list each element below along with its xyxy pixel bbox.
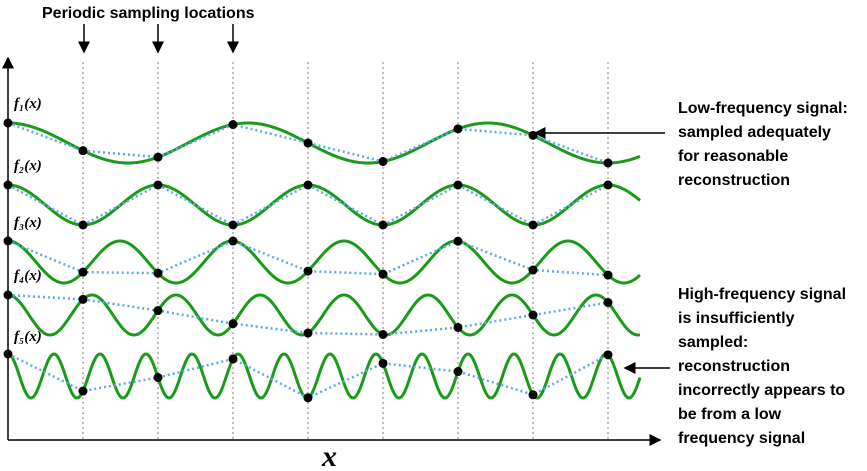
sample-point — [378, 329, 388, 339]
signal-curve — [7, 352, 642, 400]
sample-point — [78, 294, 88, 304]
sample-point — [603, 158, 613, 168]
sample-point — [453, 180, 463, 190]
reconstruction — [7, 239, 609, 277]
sample-point — [603, 270, 613, 280]
sample-point — [303, 138, 313, 148]
sample-point — [303, 328, 313, 338]
sample-point — [228, 354, 238, 364]
annotation-line: be from a low — [678, 406, 782, 423]
sample-point — [453, 236, 463, 246]
curves — [3, 118, 642, 403]
sample-point — [153, 268, 163, 278]
annotation-line: reconstruction — [678, 172, 790, 189]
sample-point — [153, 373, 163, 383]
sample-point — [3, 290, 13, 300]
sample-point — [3, 180, 13, 190]
annotation-line: Low-frequency signal: — [678, 100, 848, 117]
top-label: Periodic sampling locations — [42, 5, 255, 22]
sample-point — [78, 386, 88, 396]
sample-point — [453, 124, 463, 134]
curve-label: f₂(x) — [14, 158, 42, 174]
sample-point — [378, 269, 388, 279]
annotation-line: sampled: — [678, 334, 748, 351]
sample-point — [78, 267, 88, 277]
sample-point — [378, 220, 388, 230]
reconstruction — [7, 293, 609, 336]
sample-point — [3, 349, 13, 359]
sample-point — [528, 390, 538, 400]
sample-point — [78, 220, 88, 230]
sample-point — [528, 265, 538, 275]
annotation-line: is insufficiently — [678, 310, 795, 327]
signal-curve — [7, 121, 641, 165]
sample-point — [228, 220, 238, 230]
sample-point — [153, 152, 163, 162]
sample-point — [603, 298, 613, 308]
sample-point — [303, 393, 313, 403]
sample-point — [303, 180, 313, 190]
sample-point — [528, 220, 538, 230]
sample-point — [603, 180, 613, 190]
annotation-line: reconstruction — [678, 358, 790, 375]
signal-curve — [7, 183, 641, 227]
sample-point — [3, 118, 13, 128]
sample-point — [528, 310, 538, 320]
sample-point — [378, 156, 388, 166]
sample-point — [378, 358, 388, 368]
curve-label: f₄(x) — [14, 268, 42, 284]
sample-point — [303, 266, 313, 276]
labels: f₁(x) f₂(x) f₃(x) f₄(x) f₅(x) Low-frequency s… — [14, 96, 848, 447]
sample-point — [153, 306, 163, 316]
sample-point — [3, 236, 13, 246]
axis-label: x — [321, 440, 337, 471]
signal-curve — [7, 239, 642, 285]
sample-point — [453, 322, 463, 332]
curve-label: f₃(x) — [14, 215, 42, 231]
annotation-line: for reasonable — [678, 148, 788, 165]
reconstruction — [7, 121, 609, 165]
sample-point — [228, 236, 238, 246]
sample-point — [603, 350, 613, 360]
annotation-line: incorrectly appears to — [678, 382, 845, 399]
sample-point — [453, 367, 463, 377]
sample-point — [228, 120, 238, 130]
annotation-line: sampled adequately — [678, 124, 831, 141]
sample-point — [528, 130, 538, 140]
sample-point — [78, 146, 88, 156]
signal-curve — [7, 293, 641, 337]
reconstruction — [7, 183, 609, 227]
sample-point — [228, 319, 238, 329]
curve-label: f₁(x) — [14, 96, 42, 112]
curve-label: f₅(x) — [14, 329, 42, 345]
annotation-line: High-frequency signal — [678, 286, 846, 303]
reconstruction — [7, 352, 609, 400]
sample-point — [153, 180, 163, 190]
annotation-line: frequency signal — [678, 430, 805, 447]
